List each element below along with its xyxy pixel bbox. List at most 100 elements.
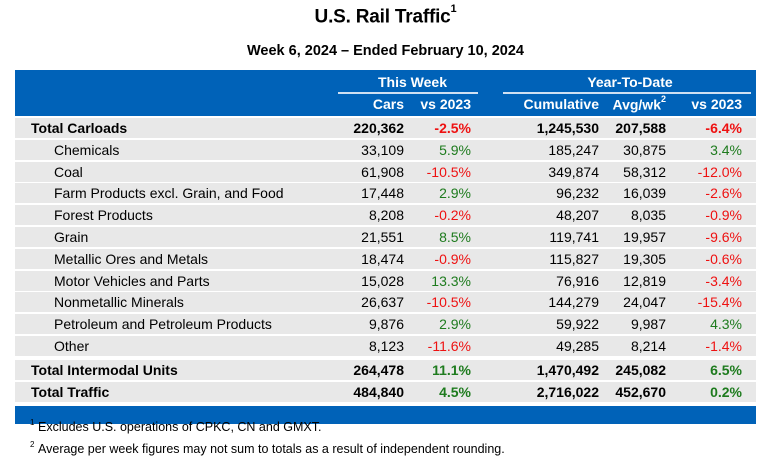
row-label: Motor Vehicles and Parts [54, 272, 210, 289]
group-divider-ytd [503, 92, 751, 94]
this-week-change: 5.9% [439, 141, 471, 158]
cars-value: 9,876 [368, 316, 404, 333]
cumulative-value: 144,279 [548, 294, 599, 311]
this-week-change: -10.5% [426, 163, 471, 180]
avg-per-week-value: 8,035 [630, 207, 666, 224]
table-row: Forest Products 8,208 -0.2% 48,207 8,035 -0.9… [15, 205, 756, 226]
cumulative-value: 48,207 [556, 207, 599, 224]
title-footnote-mark: 1 [450, 3, 457, 15]
ytd-change: -0.6% [705, 250, 742, 267]
cars-value: 264,478 [353, 361, 404, 378]
ytd-change: -12.0% [697, 163, 742, 180]
ytd-change: -2.6% [705, 185, 742, 202]
this-week-change: -0.2% [434, 207, 471, 224]
title-text: U.S. Rail Traffic [314, 6, 451, 28]
table-row: Metallic Ores and Metals 18,474 -0.9% 115,8… [15, 248, 756, 269]
avg-per-week-value: 19,957 [623, 228, 666, 245]
table-row: Farm Products excl. Grain, and Food 17,44… [15, 183, 756, 204]
cumulative-value: 59,922 [556, 316, 599, 333]
table-row: Chemicals 33,109 5.9% 185,247 30,875 3.4% [15, 139, 756, 160]
row-label: Petroleum and Petroleum Products [54, 316, 272, 333]
row-label: Nonmetallic Minerals [54, 294, 184, 311]
cars-value: 17,448 [361, 185, 404, 202]
avg-per-week-value: 12,819 [623, 272, 666, 289]
row-label: Metallic Ores and Metals [54, 250, 209, 267]
cumulative-value: 2,716,022 [536, 383, 599, 400]
footnote-mark: 2 [30, 440, 35, 449]
cumulative-value: 349,874 [548, 163, 599, 180]
col-this-week-vs: vs 2023 [420, 96, 471, 112]
avg-per-week-value: 30,875 [623, 141, 666, 158]
page-subtitle: Week 6, 2024 – Ended February 10, 2024 [246, 43, 524, 59]
rail-traffic-table: This Week Year-To-Date Cars vs 2023 Cumu… [15, 70, 756, 424]
ytd-change: 0.2% [710, 383, 742, 400]
cars-value: 21,551 [361, 228, 404, 245]
avg-per-week-value: 207,588 [615, 120, 666, 136]
this-week-change: 11.1% [432, 361, 471, 378]
table-row: Petroleum and Petroleum Products 9,876 2.9… [15, 314, 756, 335]
cars-value: 484,840 [353, 383, 404, 400]
ytd-change: 6.5% [710, 361, 742, 378]
row-label: Grain [54, 228, 89, 245]
avg-per-week-value: 19,305 [623, 250, 666, 267]
cumulative-value: 76,916 [556, 272, 599, 289]
this-week-change: -10.5% [426, 294, 471, 311]
ytd-change: -0.9% [705, 207, 742, 224]
avg-per-week-value: 452,670 [615, 383, 666, 400]
ytd-change: 4.3% [710, 316, 742, 333]
cumulative-value: 49,285 [556, 337, 599, 354]
cars-value: 8,208 [368, 207, 404, 224]
table-row: Total Intermodal Units 264,478 11.1% 1,470,… [15, 359, 756, 380]
col-avgwk: Avg/wk2 [612, 94, 666, 113]
group-divider-this-week [338, 92, 478, 94]
cars-value: 8,123 [368, 337, 404, 354]
group-ytd: Year-To-Date [587, 74, 673, 90]
table-row: Other 8,123 -11.6% 49,285 8,214 -1.4% [15, 335, 756, 356]
this-week-change: 2.9% [439, 316, 471, 333]
page-title: U.S. Rail Traffic1 [0, 3, 771, 28]
footnotes: 1 Excludes U.S. operations of CPKC, CN an… [30, 418, 505, 464]
row-label: Coal [54, 163, 83, 180]
table-header: This Week Year-To-Date Cars vs 2023 Cumu… [15, 70, 756, 116]
avg-per-week-value: 245,082 [615, 361, 666, 378]
group-this-week: This Week [378, 74, 447, 90]
footnote-1: 1 Excludes U.S. operations of CPKC, CN an… [30, 418, 505, 442]
cumulative-value: 1,470,492 [536, 361, 599, 378]
table-footer-band [15, 405, 756, 424]
avg-per-week-value: 9,987 [630, 316, 666, 333]
footnote-2: 2 Average per week figures may not sum to… [30, 440, 505, 464]
cars-value: 26,637 [361, 294, 404, 311]
ytd-change: -1.4% [705, 337, 742, 354]
cars-value: 220,362 [353, 120, 404, 136]
this-week-change: 2.9% [439, 185, 471, 202]
ytd-change: -3.4% [705, 272, 742, 289]
table-row: Motor Vehicles and Parts 15,028 13.3% 76,91… [15, 270, 756, 291]
cumulative-value: 185,247 [548, 141, 599, 158]
this-week-change: 4.5% [439, 383, 471, 400]
table-row: Total Traffic 484,840 4.5% 2,716,022 452,670… [15, 381, 756, 402]
ytd-change: -6.4% [705, 120, 742, 136]
cumulative-value: 96,232 [556, 185, 599, 202]
footnote-text: Average per week figures may not sum to … [38, 442, 505, 456]
cumulative-value: 1,245,530 [536, 120, 599, 136]
avgwk-footnote-mark: 2 [660, 94, 666, 104]
col-ytd-vs: vs 2023 [691, 96, 742, 112]
table-row: Coal 61,908 -10.5% 349,874 58,312 -12.0% [15, 161, 756, 182]
row-label: Chemicals [54, 141, 120, 158]
table-row: Nonmetallic Minerals 26,637 -10.5% 144,279 2… [15, 292, 756, 313]
avg-per-week-value: 16,039 [623, 185, 666, 202]
this-week-change: 8.5% [439, 228, 471, 245]
avg-per-week-value: 58,312 [623, 163, 666, 180]
cars-value: 15,028 [361, 272, 404, 289]
cars-value: 61,908 [361, 163, 404, 180]
row-label: Total Carloads [31, 120, 128, 136]
this-week-change: 13.3% [431, 272, 471, 289]
footnote-mark: 1 [30, 418, 35, 427]
cumulative-value: 119,741 [549, 228, 599, 245]
avg-per-week-value: 8,214 [630, 337, 666, 354]
col-cars: Cars [372, 96, 404, 112]
table-row: Grain 21,551 8.5% 119,741 19,957 -9.6% [15, 226, 756, 247]
this-week-change: -2.5% [434, 120, 471, 136]
footnote-text: Excludes U.S. operations of CPKC, CN and… [38, 420, 322, 434]
avg-per-week-value: 24,047 [623, 294, 666, 311]
